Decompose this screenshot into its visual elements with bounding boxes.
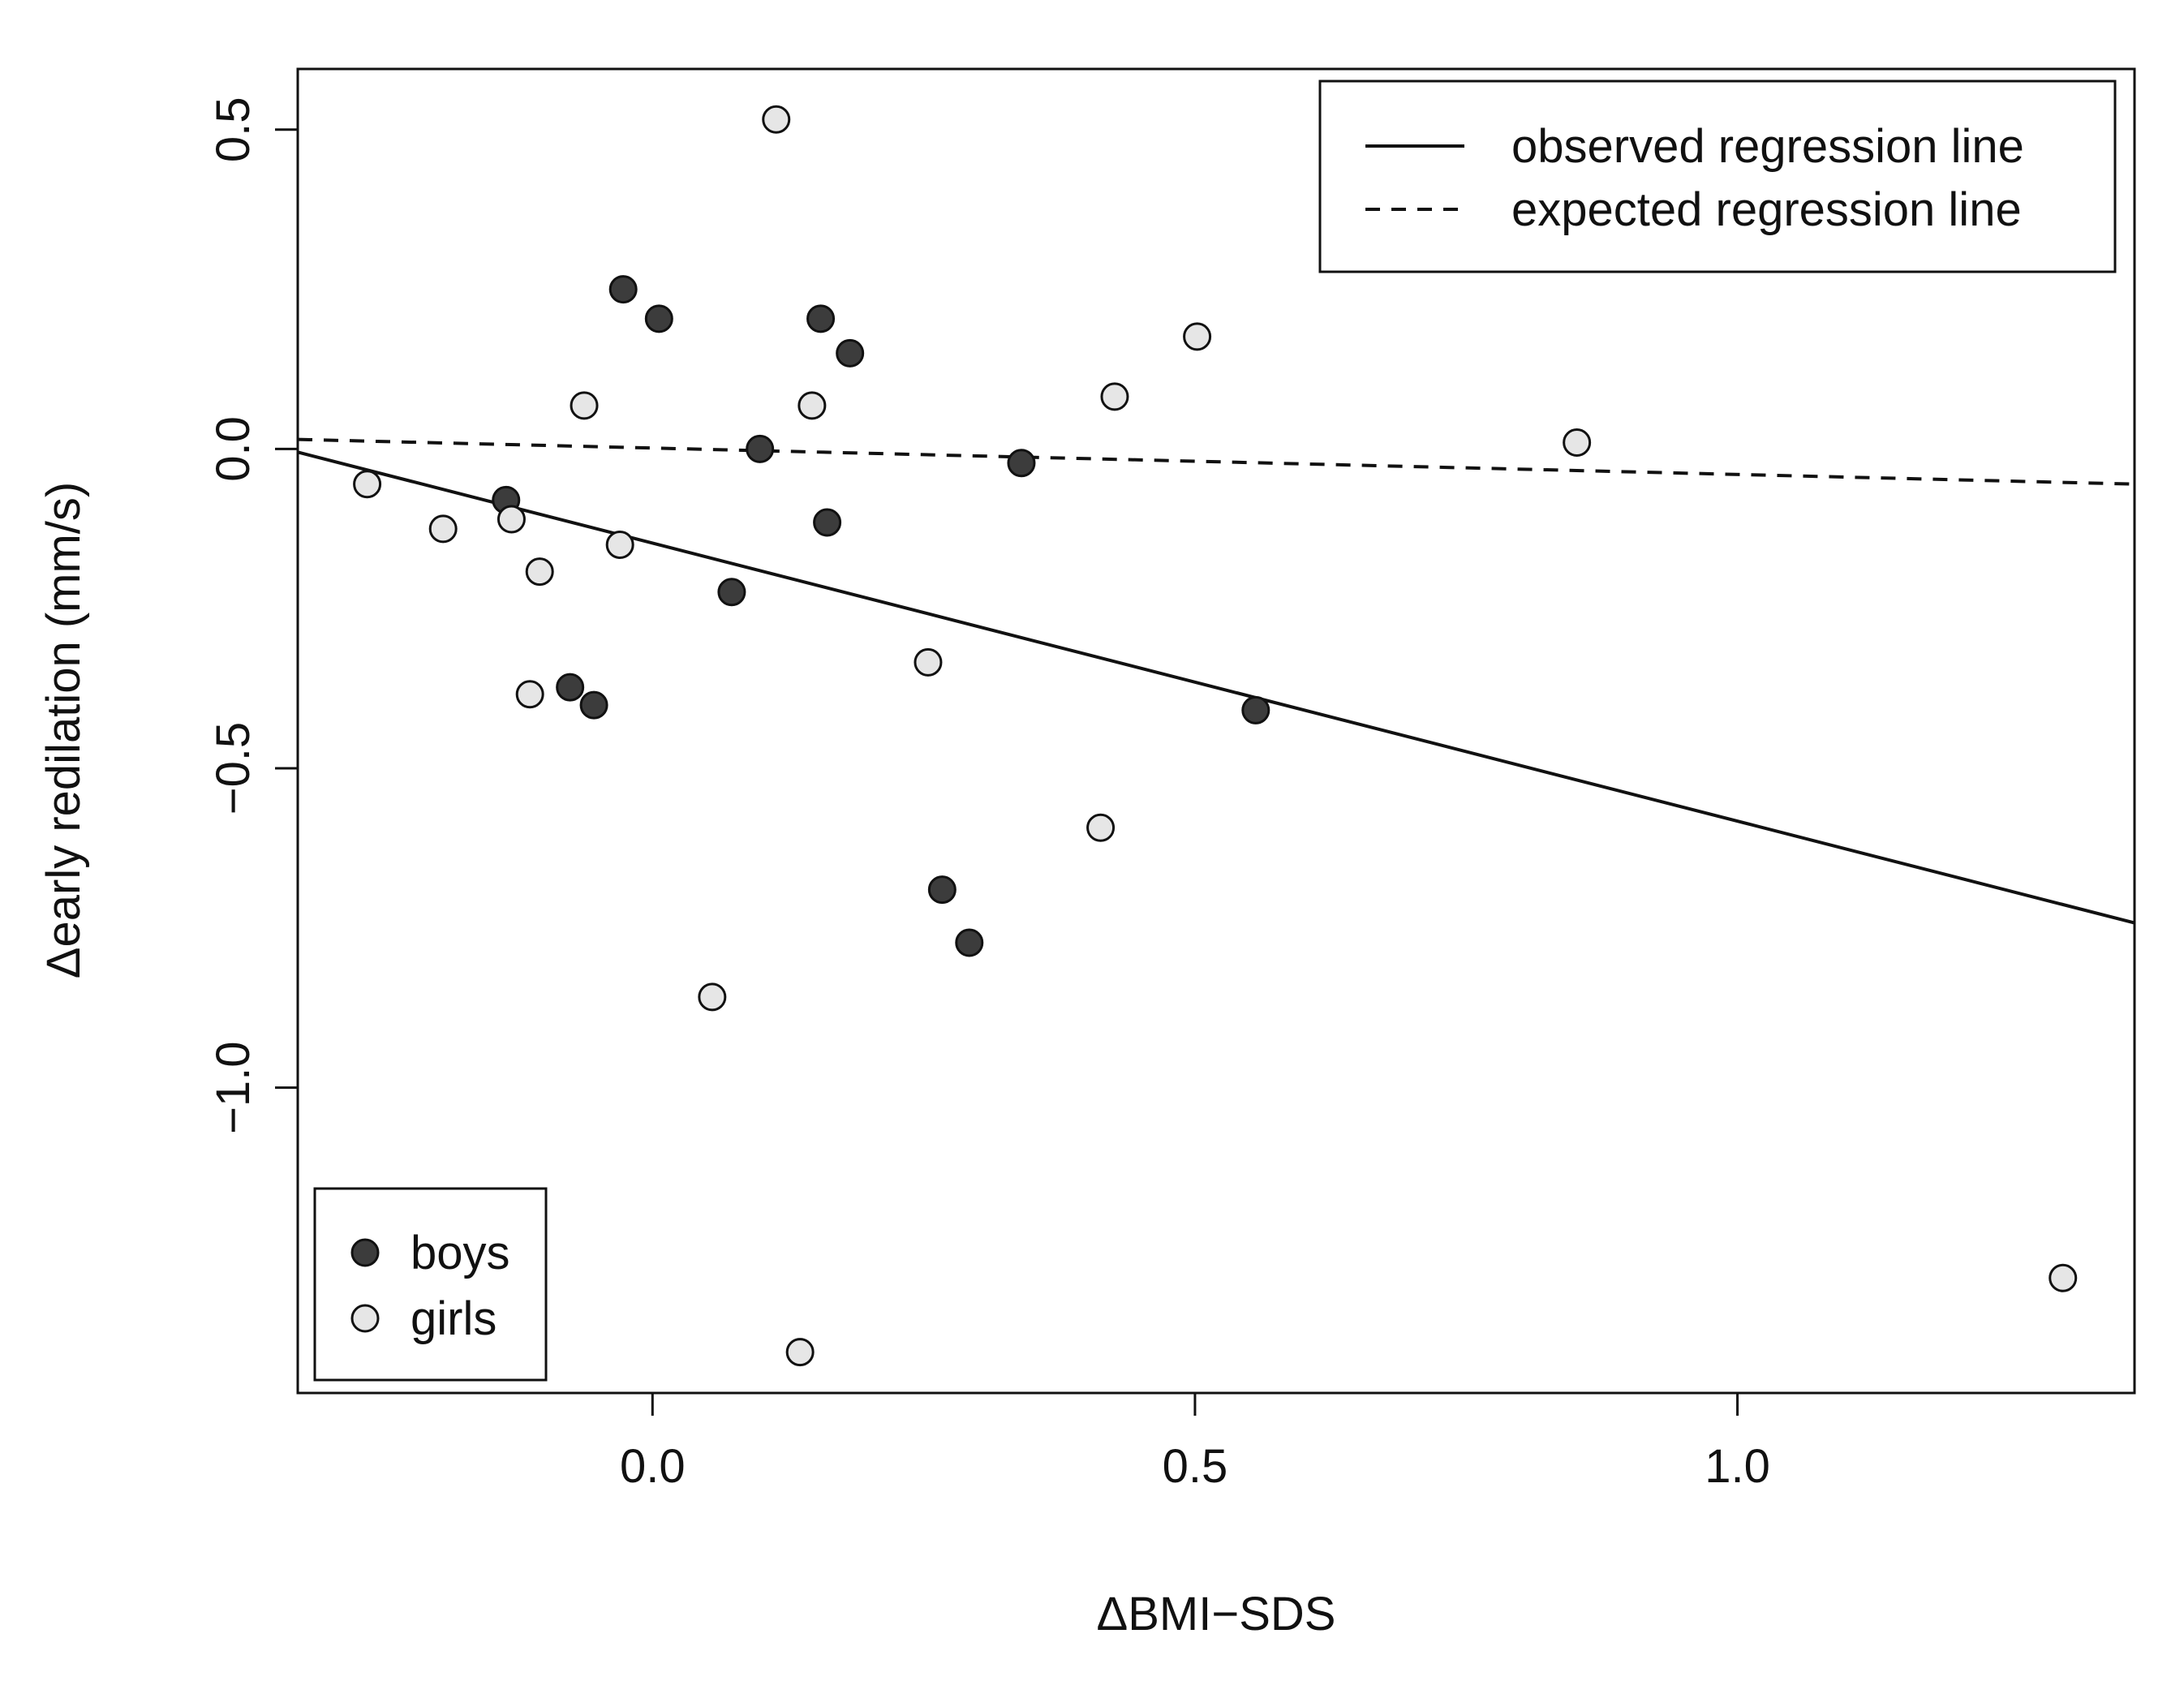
data-point-girls [570, 391, 599, 420]
data-point-girls [497, 505, 526, 534]
x-axis: 0.0 0.5 1.0 [620, 1393, 1770, 1493]
data-point-boys [717, 578, 746, 607]
data-point-boys [746, 434, 775, 463]
data-point-girls [1563, 428, 1592, 458]
x-tick-label: 0.0 [620, 1440, 686, 1493]
legend-expected-label: expected regression line [1511, 183, 2022, 236]
point-legend-box [313, 1187, 548, 1382]
legend-observed-label: observed regression line [1511, 120, 2024, 173]
data-point-girls [353, 470, 382, 499]
x-tick-label: 1.0 [1705, 1440, 1770, 1493]
legend-boys-marker [350, 1238, 380, 1267]
expected-regression-line [298, 437, 2135, 486]
data-point-girls [785, 1338, 815, 1367]
data-point-girls [525, 557, 554, 587]
line-legend-box [1318, 80, 2117, 273]
series-girls [353, 105, 2078, 1367]
y-tick-label: −0.5 [207, 722, 260, 815]
data-point-boys [813, 508, 842, 537]
data-point-girls [698, 982, 727, 1012]
data-point-girls [1183, 322, 1212, 351]
data-point-boys [608, 275, 638, 304]
data-point-girls [605, 531, 634, 560]
legend-boys-label: boys [411, 1227, 510, 1279]
data-point-boys [556, 673, 585, 702]
data-point-boys [955, 928, 984, 957]
data-point-girls [1086, 813, 1116, 842]
legend-girls-marker [350, 1304, 380, 1333]
series-boys [492, 275, 1270, 957]
legend-girls-label: girls [411, 1292, 497, 1345]
y-axis: 0.5 0.0 −0.5 −1.0 [207, 97, 298, 1134]
line-legend: observed regression line expected regres… [1318, 80, 2117, 273]
data-point-girls [2049, 1263, 2078, 1292]
data-point-girls [914, 647, 943, 677]
data-point-girls [515, 680, 544, 709]
regression-lines [298, 437, 2135, 925]
data-point-boys [1007, 449, 1036, 478]
data-point-girls [798, 391, 827, 420]
data-point-boys [836, 338, 865, 368]
data-point-boys [1241, 695, 1270, 724]
data-point-boys [927, 875, 957, 905]
data-point-boys [644, 304, 673, 333]
y-tick-label: 0.0 [207, 416, 260, 482]
data-point-boys [806, 304, 836, 333]
point-legend: boys girls [313, 1187, 548, 1382]
x-tick-label: 0.5 [1163, 1440, 1228, 1493]
x-axis-label: ΔBMI−SDS [1097, 1588, 1336, 1640]
y-tick-label: −1.0 [207, 1041, 260, 1134]
plot-frame [296, 67, 2136, 1395]
data-point-girls [762, 105, 791, 134]
data-point-girls [1100, 382, 1129, 411]
data-point-boys [579, 690, 608, 720]
observed-regression-line [298, 450, 2135, 925]
data-points [353, 105, 2078, 1367]
y-tick-label: 0.5 [207, 97, 260, 162]
data-point-girls [428, 514, 458, 544]
y-axis-label: Δearly redilation (mm/s) [37, 482, 90, 978]
